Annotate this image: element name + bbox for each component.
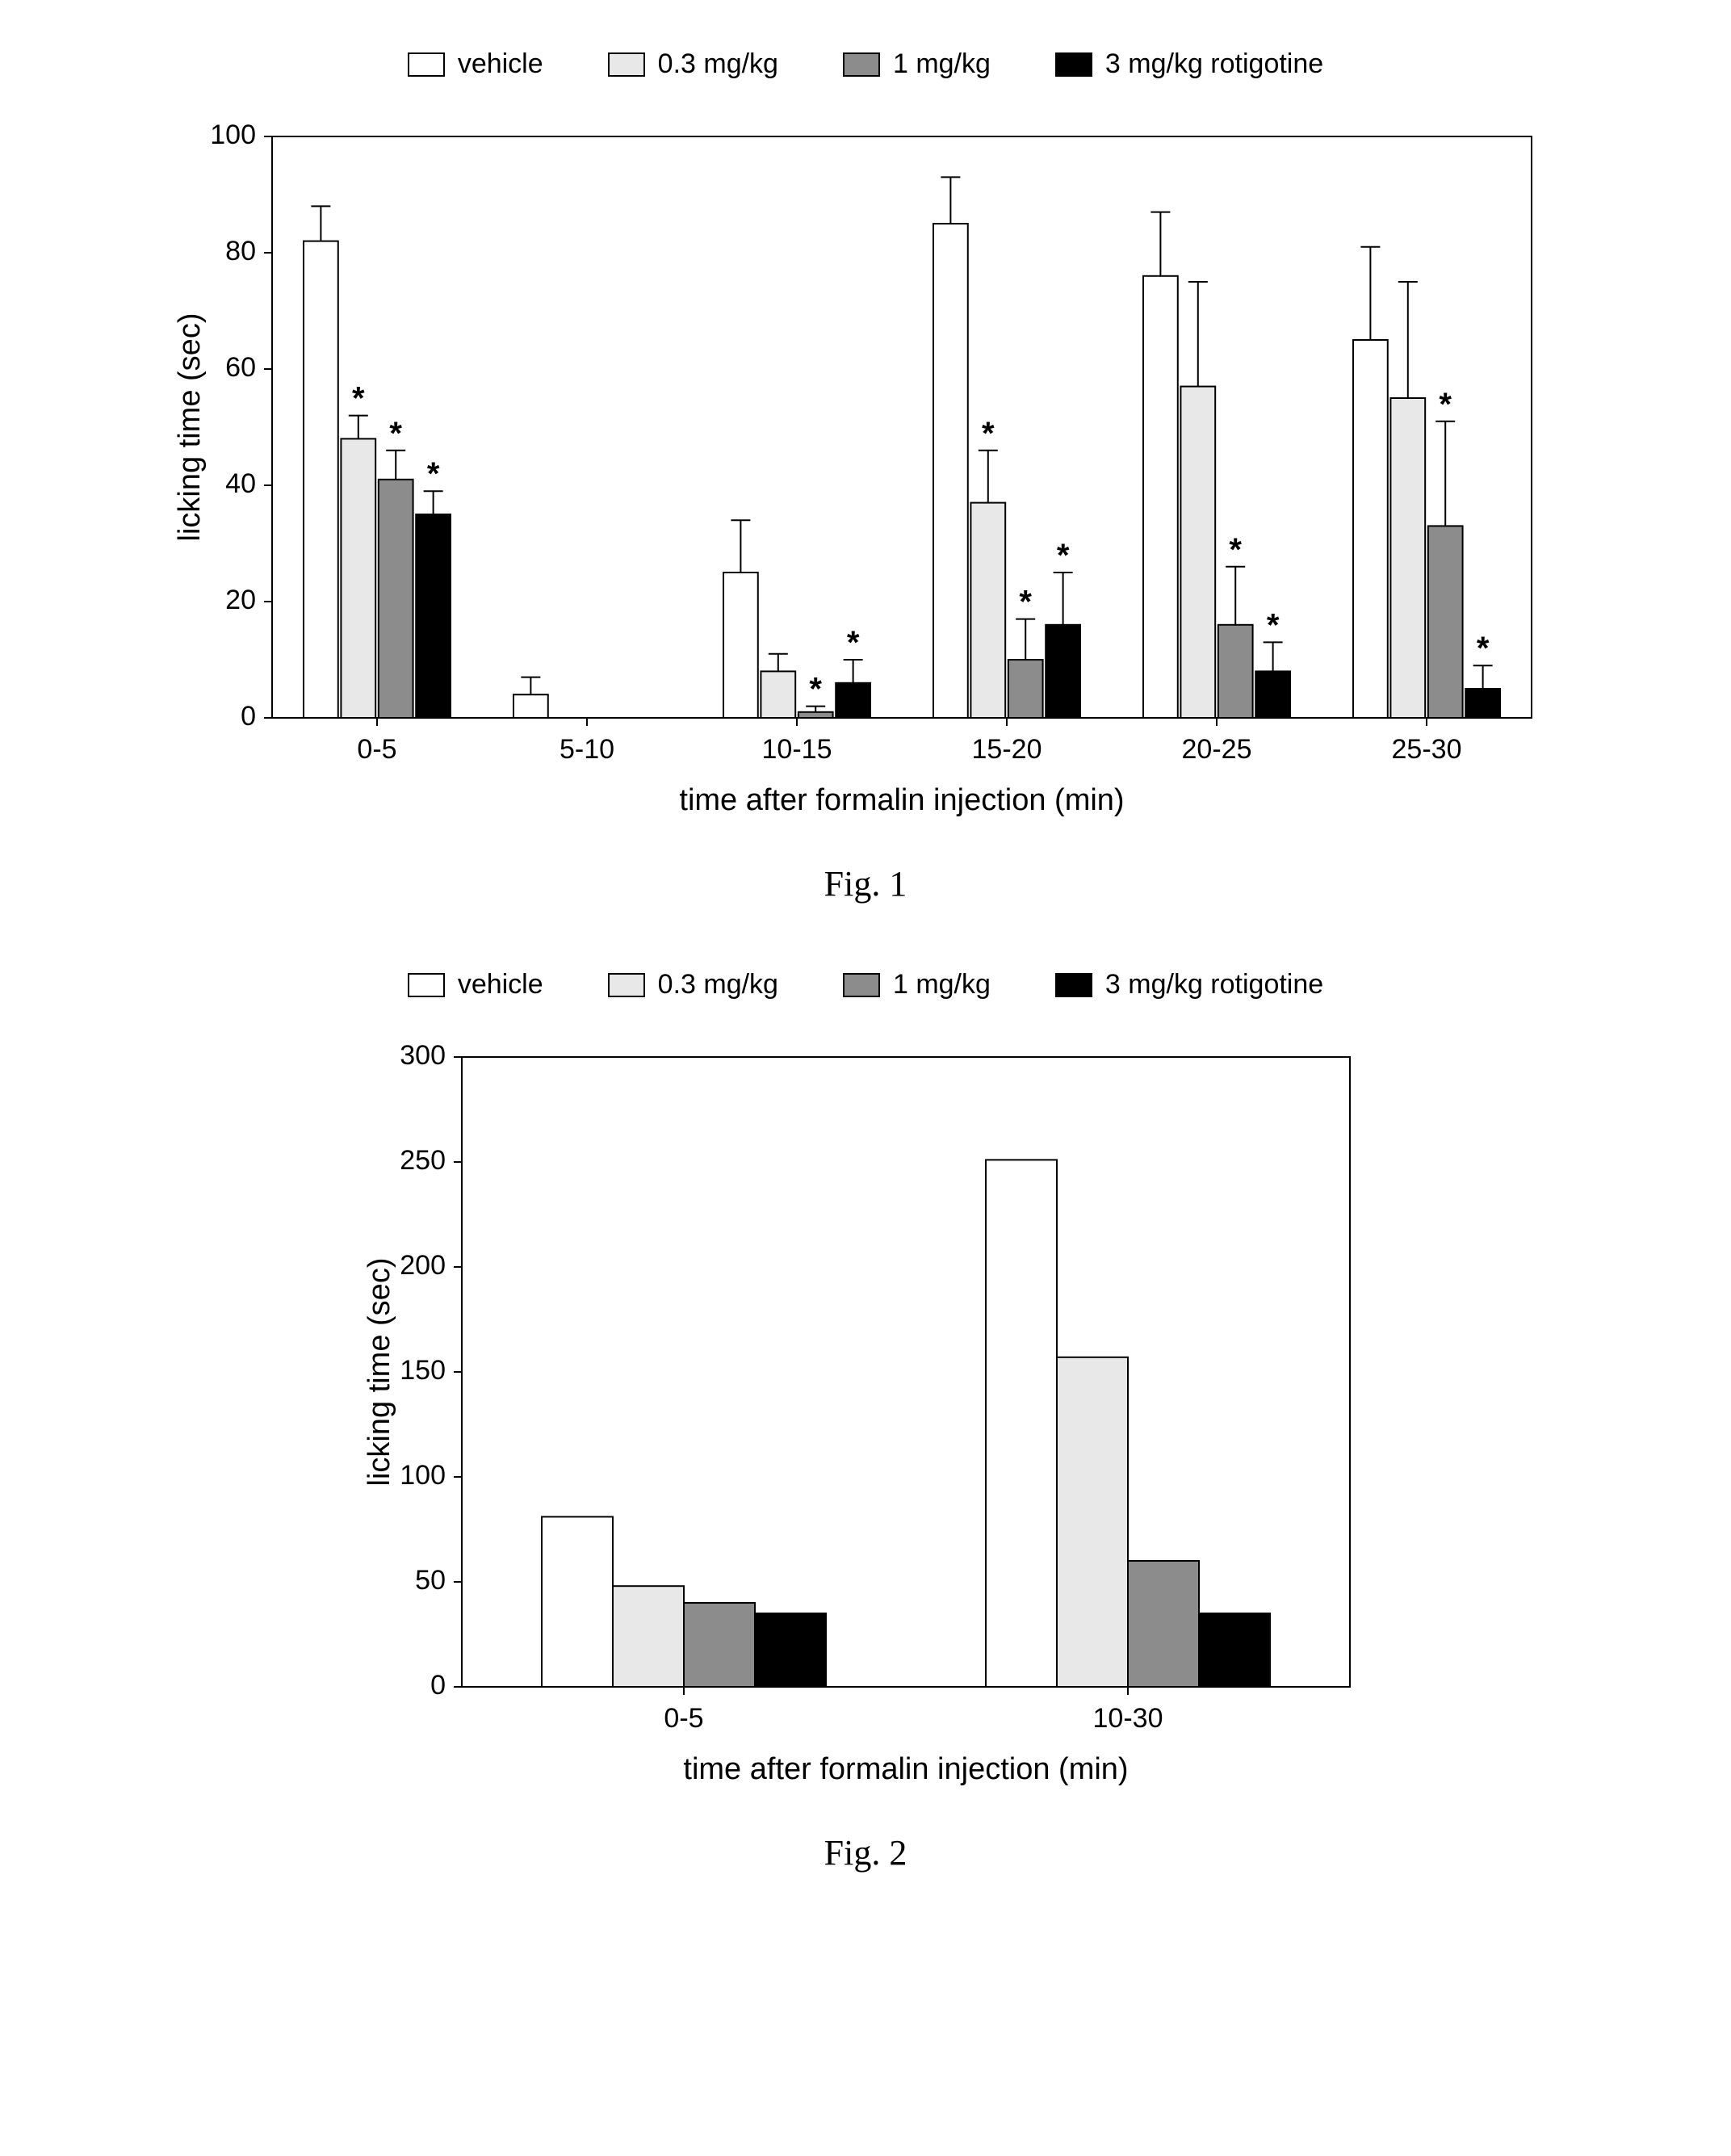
legend-item-1: 0.3 mg/kg: [608, 48, 778, 80]
legend-swatch-3: [1055, 973, 1092, 997]
svg-text:licking time (sec): licking time (sec): [363, 1258, 396, 1487]
svg-text:10-15: 10-15: [762, 734, 832, 765]
legend-label-2: 1 mg/kg: [893, 969, 991, 1000]
svg-text:80: 80: [225, 236, 256, 266]
legend-item-0: vehicle: [408, 48, 543, 80]
svg-text:*: *: [1229, 532, 1242, 568]
svg-text:100: 100: [400, 1460, 446, 1491]
legend-swatch-2: [843, 52, 880, 77]
fig2-chart: 0 50 100 150 200 250 300 0-5 10-30 time after for…: [357, 1041, 1374, 1800]
legend-label-2: 1 mg/kg: [893, 48, 991, 80]
svg-text:licking time (sec): licking time (sec): [175, 313, 207, 542]
svg-text:250: 250: [400, 1145, 446, 1176]
legend-swatch-3: [1055, 52, 1092, 77]
legend-label-0: vehicle: [458, 969, 543, 1000]
legend-label-0: vehicle: [458, 48, 543, 80]
svg-text:*: *: [847, 625, 860, 661]
fig2-caption: Fig. 2: [824, 1832, 907, 1873]
svg-text:0: 0: [241, 701, 256, 732]
svg-text:20: 20: [225, 585, 256, 615]
legend-label-3: 3 mg/kg rotigotine: [1105, 48, 1323, 80]
svg-text:10-30: 10-30: [1093, 1703, 1163, 1734]
legend-label-1: 0.3 mg/kg: [658, 48, 778, 80]
svg-text:time after formalin injection: time after formalin injection (min): [683, 1752, 1128, 1786]
svg-text:*: *: [1439, 387, 1452, 422]
svg-text:*: *: [1057, 538, 1070, 573]
legend-item-1: 0.3 mg/kg: [608, 969, 778, 1000]
fig1-block: vehicle 0.3 mg/kg 1 mg/kg 3 mg/kg rotigotin…: [0, 48, 1731, 969]
svg-text:*: *: [1267, 607, 1280, 643]
svg-text:*: *: [1477, 631, 1490, 666]
svg-text:300: 300: [400, 1041, 446, 1071]
svg-text:20-25: 20-25: [1182, 734, 1252, 765]
svg-text:100: 100: [210, 120, 256, 150]
svg-text:150: 150: [400, 1355, 446, 1386]
legend-item-2: 1 mg/kg: [843, 969, 991, 1000]
fig2-block: vehicle 0.3 mg/kg 1 mg/kg 3 mg/kg rotigotin…: [0, 969, 1731, 1938]
svg-text:60: 60: [225, 352, 256, 383]
svg-text:0: 0: [430, 1670, 446, 1701]
svg-text:50: 50: [415, 1565, 446, 1596]
svg-text:*: *: [1019, 585, 1032, 620]
legend-item-3: 3 mg/kg rotigotine: [1055, 969, 1323, 1000]
svg-text:200: 200: [400, 1250, 446, 1281]
legend-item-0: vehicle: [408, 969, 543, 1000]
legend-swatch-0: [408, 52, 445, 77]
legend-label-1: 0.3 mg/kg: [658, 969, 778, 1000]
legend-item-2: 1 mg/kg: [843, 48, 991, 80]
svg-text:0-5: 0-5: [357, 734, 396, 765]
fig1-legend: vehicle 0.3 mg/kg 1 mg/kg 3 mg/kg rotigotin…: [408, 48, 1323, 80]
fig1-chart: 0 20 40 60 80 100 0-5 * * * 5-10 10-15 * * 15-20 * * * 20-…: [175, 120, 1556, 831]
page: vehicle 0.3 mg/kg 1 mg/kg 3 mg/kg rotigotin…: [0, 0, 1731, 2156]
svg-text:time after formalin injection: time after formalin injection (min): [679, 783, 1124, 817]
fig1-caption: Fig. 1: [824, 863, 907, 904]
legend-swatch-1: [608, 52, 645, 77]
svg-text:*: *: [427, 456, 440, 492]
svg-text:25-30: 25-30: [1392, 734, 1462, 765]
legend-swatch-2: [843, 973, 880, 997]
fig2-legend: vehicle 0.3 mg/kg 1 mg/kg 3 mg/kg rotigotin…: [408, 969, 1323, 1000]
svg-text:*: *: [389, 416, 402, 451]
svg-text:40: 40: [225, 468, 256, 499]
svg-text:*: *: [982, 416, 995, 451]
legend-item-3: 3 mg/kg rotigotine: [1055, 48, 1323, 80]
legend-swatch-0: [408, 973, 445, 997]
legend-label-3: 3 mg/kg rotigotine: [1105, 969, 1323, 1000]
legend-swatch-1: [608, 973, 645, 997]
svg-text:0-5: 0-5: [664, 1703, 703, 1734]
svg-text:*: *: [809, 672, 822, 707]
svg-text:15-20: 15-20: [972, 734, 1042, 765]
svg-text:5-10: 5-10: [560, 734, 614, 765]
svg-text:*: *: [352, 381, 365, 417]
